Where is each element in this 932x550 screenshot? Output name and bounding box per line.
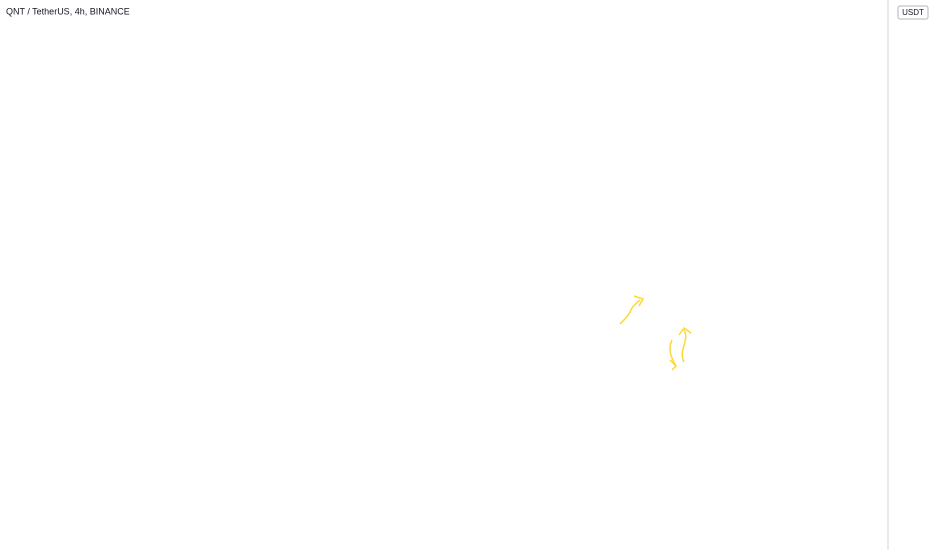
chart-title: QNT / TetherUS, 4h, BINANCE [6, 6, 130, 16]
arrow [669, 339, 677, 367]
price-axis [888, 0, 932, 550]
arrow [633, 295, 645, 307]
arrow [681, 329, 687, 363]
arrow [678, 326, 692, 336]
arrow [619, 299, 641, 325]
currency: USDT [902, 8, 924, 17]
currency-badge [897, 5, 929, 20]
